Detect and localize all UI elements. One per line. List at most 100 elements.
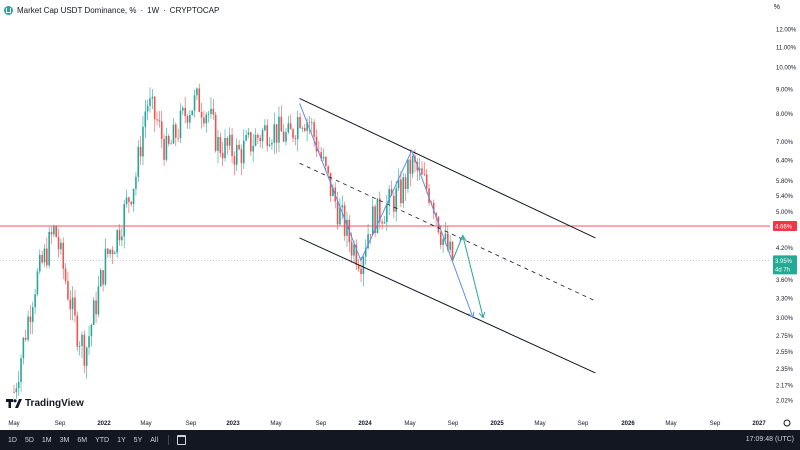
candle-body (151, 96, 154, 99)
candle-body (280, 116, 283, 132)
time-tick-label: May (404, 421, 415, 427)
candle-body (191, 110, 194, 116)
candle-body (285, 132, 287, 142)
price-tick-label: 5.40% (776, 194, 794, 200)
interval-label[interactable]: 1W (147, 5, 160, 15)
candle-body (132, 188, 135, 205)
settings-gear-icon[interactable] (783, 419, 791, 427)
candle-body (196, 88, 198, 96)
candle-body (275, 124, 278, 143)
candle-body (57, 236, 60, 250)
candle-body (325, 156, 327, 167)
candle-body (184, 107, 186, 117)
candle-body (235, 144, 238, 165)
time-tick-label: 2026 (621, 421, 635, 427)
candle-body (69, 299, 72, 310)
price-tick-label: 10.00% (776, 66, 797, 72)
candle-body (435, 213, 437, 217)
tether-logo-icon (4, 5, 13, 15)
candle-body (367, 234, 369, 249)
time-tick-label: 2027 (752, 421, 766, 427)
price-tick-label: 8.00% (776, 112, 794, 118)
range-button-6m[interactable]: 6M (77, 436, 88, 444)
candle-body (240, 149, 243, 164)
candle-body (207, 113, 210, 115)
candle-body (376, 198, 379, 234)
candle-body (139, 146, 142, 157)
candle-body (264, 125, 266, 131)
time-tick-label: 2024 (358, 421, 372, 427)
candle-body (444, 233, 447, 240)
candle-body (53, 226, 55, 235)
candle-body (369, 234, 372, 235)
price-tick-label: 7.00% (776, 140, 794, 146)
calendar-icon[interactable] (177, 435, 187, 445)
bottom-toolbar: 1D 5D 1M 3M 6M YTD 1Y 5Y All 17:09:48 (UTC) (0, 430, 800, 450)
candle-body (43, 248, 46, 263)
candle-body (90, 325, 93, 337)
price-tick-label: 5.80% (776, 179, 794, 185)
projection-arrowhead (478, 311, 486, 319)
candle-body (320, 152, 322, 159)
candle-body (268, 144, 271, 146)
candle-body (50, 231, 53, 235)
candle-body (374, 206, 376, 234)
candle-body (123, 204, 126, 237)
range-button-all[interactable]: All (150, 436, 159, 444)
price-chart[interactable]: 12.00% 11.00% 10.00% 9.00% 8.00% 7.00% 6.40% 5.… (0, 0, 800, 430)
chart-background (0, 0, 800, 430)
range-button-1y[interactable]: 1Y (117, 436, 126, 444)
candle-body (310, 122, 313, 124)
candle-body (67, 281, 69, 300)
candle-body (212, 108, 215, 115)
candle-body (339, 207, 341, 225)
candle-body (397, 179, 400, 189)
tradingview-brand: TradingView (6, 398, 84, 409)
candle-body (17, 381, 20, 389)
range-button-3m[interactable]: 3M (59, 436, 70, 444)
candle-body (423, 174, 426, 176)
candle-body (409, 159, 412, 174)
range-button-1d[interactable]: 1D (8, 436, 17, 444)
candle-body (233, 156, 236, 165)
candle-body (247, 132, 250, 136)
price-tick-label: 3.00% (776, 316, 794, 322)
candle-body (130, 201, 133, 205)
time-tick-label: Sep (710, 421, 721, 427)
candle-body (41, 254, 43, 263)
candle-body (341, 205, 344, 208)
candle-body (386, 203, 388, 223)
time-tick-label: May (665, 421, 676, 427)
channel-lower-line (299, 237, 596, 374)
last-price-tag (773, 255, 797, 275)
range-button-ytd[interactable]: YTD (95, 436, 110, 444)
candle-body (158, 120, 161, 122)
candle-body (167, 135, 170, 144)
range-button-1m[interactable]: 1M (41, 436, 52, 444)
candle-body (182, 107, 184, 111)
candle-body (88, 336, 90, 348)
symbol-title[interactable]: Market Cap USDT Dominance, % (17, 5, 137, 15)
candle-body (343, 205, 346, 236)
utc-clock[interactable]: 17:09:48 (UTC) (745, 436, 794, 443)
candle-body (327, 166, 330, 173)
candle-body (407, 159, 409, 189)
candle-body (219, 136, 222, 153)
candle-body (60, 242, 62, 250)
axis-unit-label: % (773, 4, 780, 11)
time-tick-label: Sep (186, 421, 197, 427)
candle-body (278, 116, 280, 143)
range-button-5d[interactable]: 5D (24, 436, 34, 444)
candle-body (395, 188, 398, 212)
candle-body (446, 233, 449, 250)
candle-body (31, 307, 34, 322)
candle-body (282, 131, 285, 142)
price-tick-label: 11.00% (776, 46, 797, 52)
candle-body (332, 187, 334, 197)
candle-body (242, 140, 245, 164)
candle-body (106, 248, 109, 255)
candle-body (27, 316, 29, 340)
candle-body (128, 197, 130, 202)
price-tick-label: 5.00% (776, 210, 794, 216)
range-button-5y[interactable]: 5Y (133, 436, 143, 444)
